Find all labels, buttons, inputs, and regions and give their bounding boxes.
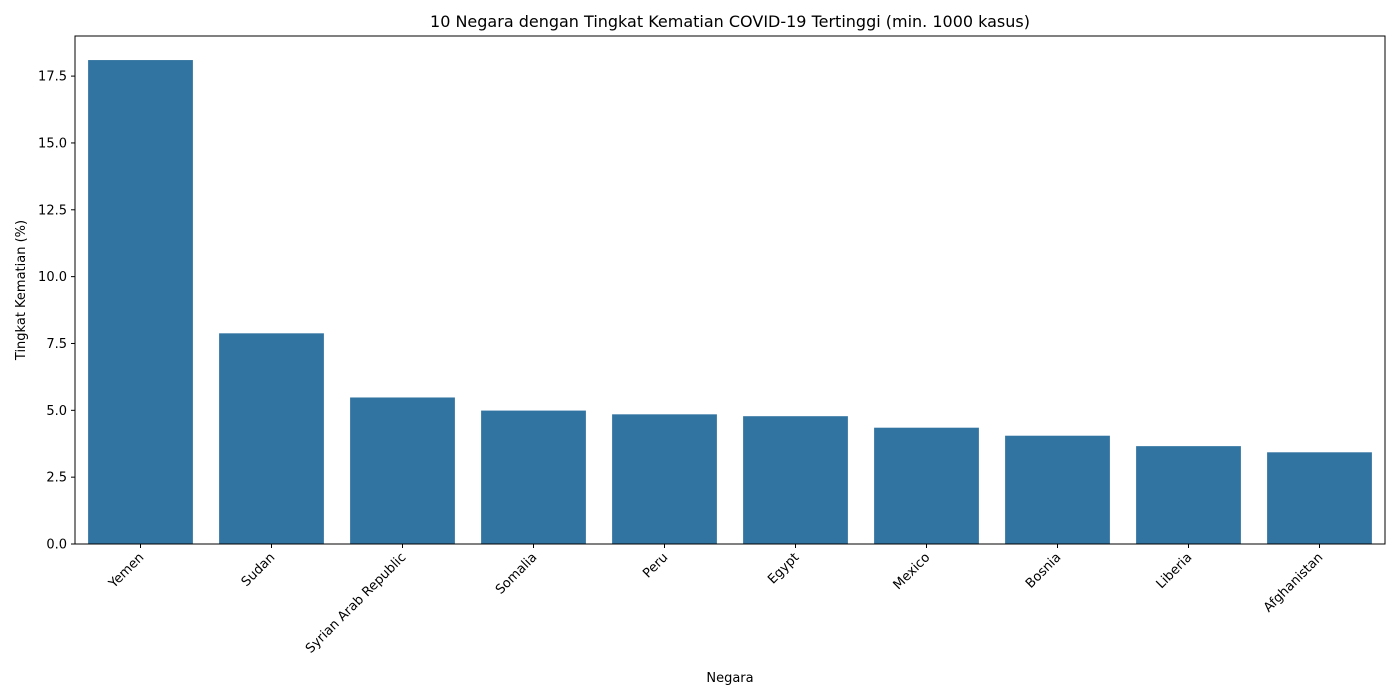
bar-peru <box>612 414 717 544</box>
x-axis: Yemen Sudan Syrian Arab Republic Somalia Per… <box>106 544 1326 657</box>
bar-sudan <box>219 333 324 544</box>
y-tick-label: 0.0 <box>46 538 67 553</box>
x-tick-label: Peru <box>640 550 671 581</box>
x-tick-label: Mexico <box>891 550 934 593</box>
plot-frame <box>74 35 1386 545</box>
bar-egypt <box>743 416 848 544</box>
x-tick-label: Afghanistan <box>1261 550 1326 615</box>
y-tick-label: 5.0 <box>46 404 67 419</box>
x-tick-label: Bosnia <box>1023 550 1064 591</box>
y-tick-label: 7.5 <box>46 337 67 352</box>
bars-group <box>88 60 1372 544</box>
bar-yemen <box>88 60 193 544</box>
bar-afghanistan <box>1267 452 1372 544</box>
x-tick-label: Egypt <box>765 550 802 587</box>
y-axis-label: Tingkat Kematian (%) <box>14 220 29 361</box>
bar-syrian-arab-republic <box>350 397 455 544</box>
bar-mexico <box>874 427 979 544</box>
y-tick-label: 17.5 <box>38 70 67 85</box>
x-axis-label: Negara <box>706 671 753 686</box>
x-tick-label: Somalia <box>493 550 540 597</box>
bar-liberia <box>1136 446 1241 544</box>
y-tick-label: 10.0 <box>38 270 67 285</box>
x-tick-label: Sudan <box>239 550 279 590</box>
bar-somalia <box>481 410 586 544</box>
bar-bosnia <box>1005 435 1110 544</box>
x-tick-label: Syrian Arab Republic <box>303 550 409 656</box>
y-tick-label: 15.0 <box>38 136 67 151</box>
x-tick-label: Liberia <box>1154 550 1196 592</box>
chart-title: 10 Negara dengan Tingkat Kematian COVID-… <box>430 12 1030 31</box>
y-tick-label: 12.5 <box>38 203 67 218</box>
y-tick-label: 2.5 <box>46 471 67 486</box>
x-tick-label: Yemen <box>106 550 148 592</box>
y-axis: 0.0 2.5 5.0 7.5 10.0 12.5 15.0 17.5 <box>38 70 75 553</box>
